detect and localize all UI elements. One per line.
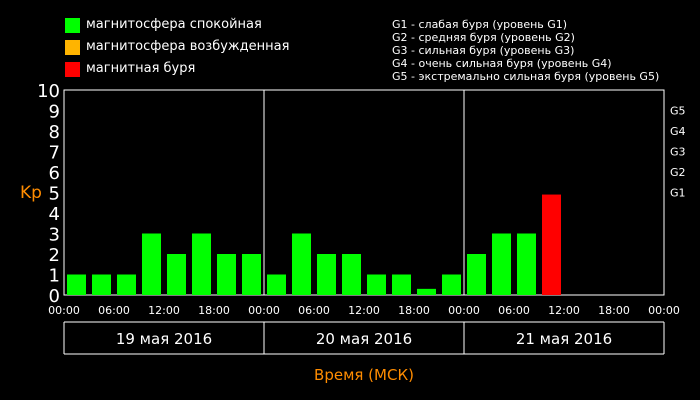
y-tick-label: 1 xyxy=(49,266,60,287)
g-level-g1: G1 - слабая буря (уровень G1) xyxy=(392,18,568,31)
y-tick-label: 6 xyxy=(49,163,60,184)
kp-bar xyxy=(492,233,511,295)
kp-bar xyxy=(542,194,561,295)
kp-bar xyxy=(417,288,436,295)
plot-frame xyxy=(63,89,665,296)
g-axis-label: G2 xyxy=(670,166,686,179)
x-tick-label: 18:00 xyxy=(398,304,430,317)
legend-swatch-storm xyxy=(65,62,80,77)
kp-bar xyxy=(267,274,286,295)
g-level-g2: G2 - средняя буря (уровень G2) xyxy=(392,31,575,44)
kp-bar xyxy=(242,254,261,295)
y-tick-label: 4 xyxy=(49,204,60,225)
g-axis-label: G4 xyxy=(670,125,686,138)
y-tick-label: 3 xyxy=(49,225,60,246)
y-tick-label: 0 xyxy=(49,286,60,307)
x-tick-label: 12:00 xyxy=(548,304,580,317)
legend-label-storm: магнитная буря xyxy=(86,61,196,76)
x-tick-label: 06:00 xyxy=(98,304,130,317)
x-tick-label: 12:00 xyxy=(148,304,180,317)
y-tick-label: 2 xyxy=(49,245,60,266)
kp-bar xyxy=(117,274,136,295)
kp-bar xyxy=(342,254,361,295)
kp-bar xyxy=(92,274,111,295)
x-tick-label: 12:00 xyxy=(348,304,380,317)
x-tick-label: 18:00 xyxy=(198,304,230,317)
legend-swatch-quiet xyxy=(65,18,80,33)
day-label: 19 мая 2016 xyxy=(116,330,212,348)
g-level-g4: G4 - очень сильная буря (уровень G4) xyxy=(392,57,612,70)
kp-bar xyxy=(442,274,461,295)
g-level-g5: G5 - экстремально сильная буря (уровень … xyxy=(392,70,660,83)
y-axis-label: Kp xyxy=(20,183,42,203)
kp-bar xyxy=(67,274,86,295)
y-tick-label: 9 xyxy=(49,102,60,123)
g-axis-label: G3 xyxy=(670,146,686,159)
g-level-g3: G3 - сильная буря (уровень G3) xyxy=(392,44,575,57)
kp-bar xyxy=(292,233,311,295)
legend-swatch-active xyxy=(65,40,80,55)
kp-bar xyxy=(167,254,186,295)
y-tick-label: 8 xyxy=(49,122,60,143)
g-axis-label: G5 xyxy=(670,105,686,118)
kp-bar xyxy=(217,254,236,295)
x-tick-label: 18:00 xyxy=(598,304,630,317)
kp-bar xyxy=(467,254,486,295)
kp-bar xyxy=(367,274,386,295)
x-tick-label: 00:00 xyxy=(448,304,480,317)
kp-bar xyxy=(192,233,211,295)
x-axis-label: Время (МСК) xyxy=(314,366,414,384)
x-tick-label: 00:00 xyxy=(648,304,680,317)
g-axis-label: G1 xyxy=(670,187,686,200)
x-tick-label: 06:00 xyxy=(498,304,530,317)
day-label: 21 мая 2016 xyxy=(516,330,612,348)
kp-bar xyxy=(142,233,161,295)
kp-bar xyxy=(317,254,336,295)
kp-bar xyxy=(517,233,536,295)
legend-label-active: магнитосфера возбужденная xyxy=(86,39,290,54)
x-tick-label: 06:00 xyxy=(298,304,330,317)
legend-label-quiet: магнитосфера спокойная xyxy=(86,17,262,32)
kp-bar xyxy=(392,274,411,295)
day-label: 20 мая 2016 xyxy=(316,330,412,348)
y-tick-label: 10 xyxy=(37,81,60,102)
x-tick-label: 00:00 xyxy=(48,304,80,317)
y-tick-label: 5 xyxy=(49,184,60,205)
x-tick-label: 00:00 xyxy=(248,304,280,317)
y-tick-label: 7 xyxy=(49,143,60,164)
